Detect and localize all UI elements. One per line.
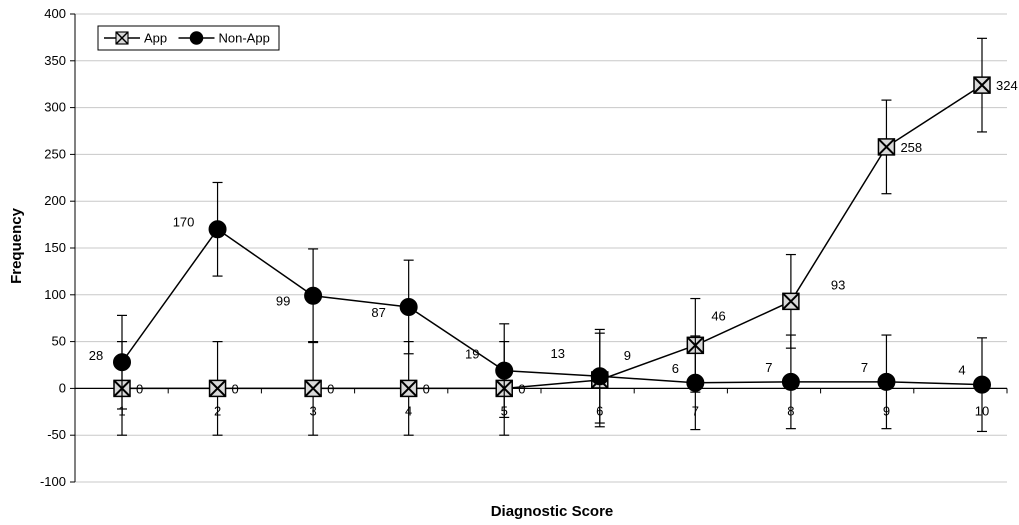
legend-label: App [144, 31, 167, 46]
data-point [877, 372, 896, 391]
y-tick-label: 300 [44, 100, 66, 115]
data-point [304, 379, 322, 398]
x-axis-title: Diagnostic Score [491, 503, 614, 520]
series-app [113, 37, 991, 436]
data-point [877, 138, 896, 156]
data-label: 7 [765, 360, 772, 375]
data-label: 7 [861, 360, 868, 375]
data-label: 87 [371, 305, 385, 320]
data-point [782, 292, 800, 311]
data-label: 0 [518, 381, 525, 396]
data-point [973, 375, 991, 394]
y-tick-label: 150 [44, 240, 66, 255]
data-label: 170 [173, 214, 195, 229]
data-point [208, 379, 227, 398]
data-label: 0 [327, 381, 334, 396]
data-point [973, 76, 991, 94]
y-tick-labels: -100 -50 0 50 100 150 200 250 300 350 400 [40, 6, 66, 489]
y-tick-label: 350 [44, 53, 66, 68]
data-point [399, 379, 418, 398]
y-tick-label: 0 [59, 380, 66, 395]
data-labels: 0 0 0 0 0 9 46 93 258 324 28 170 99 87 19 13 6 7 7 4 [89, 78, 1018, 396]
y-tick-label: 100 [44, 287, 66, 302]
data-label: 258 [900, 140, 922, 155]
series-line [121, 228, 983, 386]
data-point [590, 367, 609, 386]
data-point [113, 353, 131, 372]
data-label: 324 [996, 78, 1018, 93]
series-non-app [113, 181, 991, 433]
data-label: 4 [958, 363, 965, 378]
legend-marker [189, 31, 204, 45]
data-label: 0 [232, 381, 239, 396]
data-point [781, 372, 800, 391]
legend-label: Non-App [219, 31, 270, 46]
data-label: 99 [276, 294, 290, 309]
data-point [686, 373, 705, 392]
legend: App Non-App [97, 25, 280, 51]
data-point [399, 297, 418, 316]
data-point [208, 220, 227, 239]
legend-marker [115, 31, 129, 45]
data-label: 19 [465, 347, 479, 362]
legend-item-app: App [104, 31, 167, 46]
data-label: 9 [624, 348, 631, 363]
y-tick-label: -50 [47, 427, 66, 442]
y-tick-label: 200 [44, 193, 66, 208]
data-point [495, 361, 514, 380]
gridlines [75, 13, 1007, 483]
y-tick-label: 400 [44, 6, 66, 21]
y-tick-label: -100 [40, 474, 66, 489]
data-label: 0 [423, 381, 430, 396]
data-label: 28 [89, 348, 103, 363]
data-label: 6 [672, 361, 679, 376]
series [113, 37, 991, 436]
y-tick-label: 250 [44, 146, 66, 161]
data-point [304, 286, 323, 305]
legend-item-non-app: Non-App [178, 31, 270, 46]
data-label: 0 [136, 381, 143, 396]
y-axis-title: Frequency [8, 207, 25, 284]
data-label: 93 [831, 277, 845, 292]
y-tick-label: 50 [52, 334, 66, 349]
x-tick-labels: 12345678910 [118, 403, 989, 418]
data-label: 13 [551, 346, 565, 361]
series-line [122, 84, 983, 390]
data-label: 46 [711, 308, 725, 323]
